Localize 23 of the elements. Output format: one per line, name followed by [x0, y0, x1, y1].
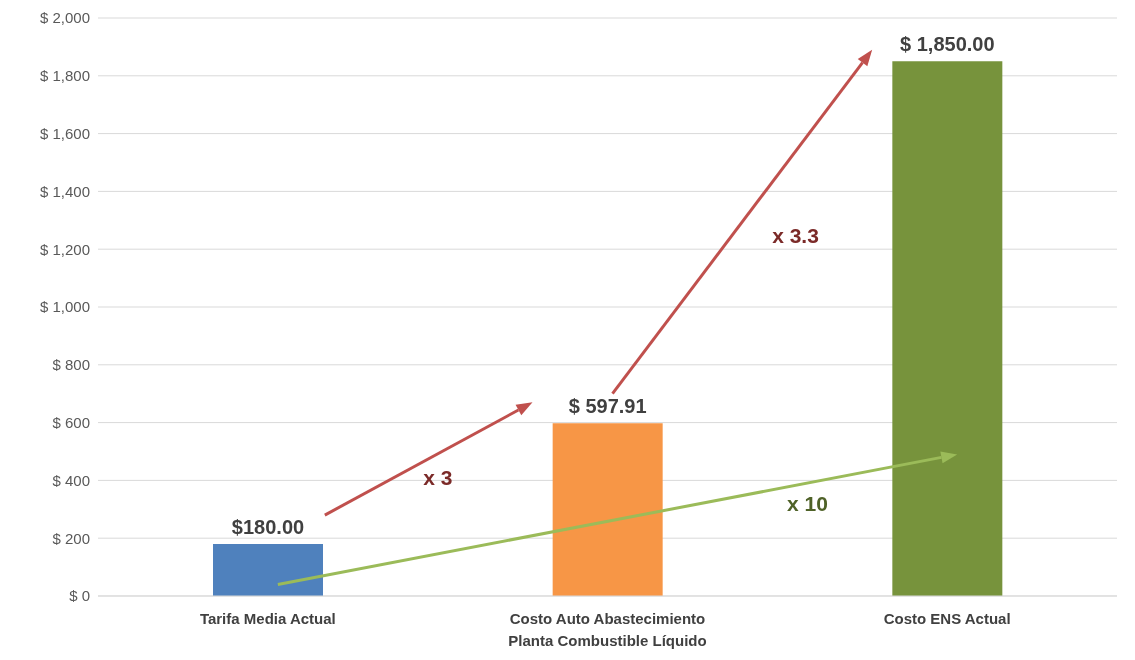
y-tick-label: $ 1,400	[39, 182, 90, 200]
annotation: x 3	[423, 465, 453, 489]
y-tick-label: $ 1,200	[39, 240, 90, 258]
x-tick-label: Costo ENS Actual	[883, 610, 1011, 627]
y-tick-label: $ 600	[52, 413, 90, 431]
annotation: x 10	[787, 491, 828, 515]
bar	[552, 423, 663, 596]
data-label: $ 1,850.00	[900, 33, 995, 56]
bar	[213, 543, 323, 596]
data-label: $180.00	[231, 515, 305, 538]
annotation: x 3.3	[772, 224, 819, 248]
x-tick-label: Tarifa Media Actual	[199, 610, 336, 627]
data-label: $ 597.91	[568, 395, 647, 418]
y-tick-label: $ 400	[52, 471, 90, 489]
y-tick-label: $ 200	[52, 529, 90, 547]
y-tick-label: $ 0	[69, 587, 90, 605]
y-tick-label: $ 1,000	[39, 298, 90, 316]
y-tick-label: $ 2,000	[39, 9, 90, 27]
bar	[892, 61, 1003, 596]
y-tick-label: $ 1,800	[39, 67, 90, 85]
y-tick-label: $ 1,600	[39, 124, 90, 142]
y-tick-label: $ 800	[52, 356, 90, 374]
x-tick-label: Costo Auto Abastecimiento Planta Combustible Líquido	[508, 610, 707, 649]
